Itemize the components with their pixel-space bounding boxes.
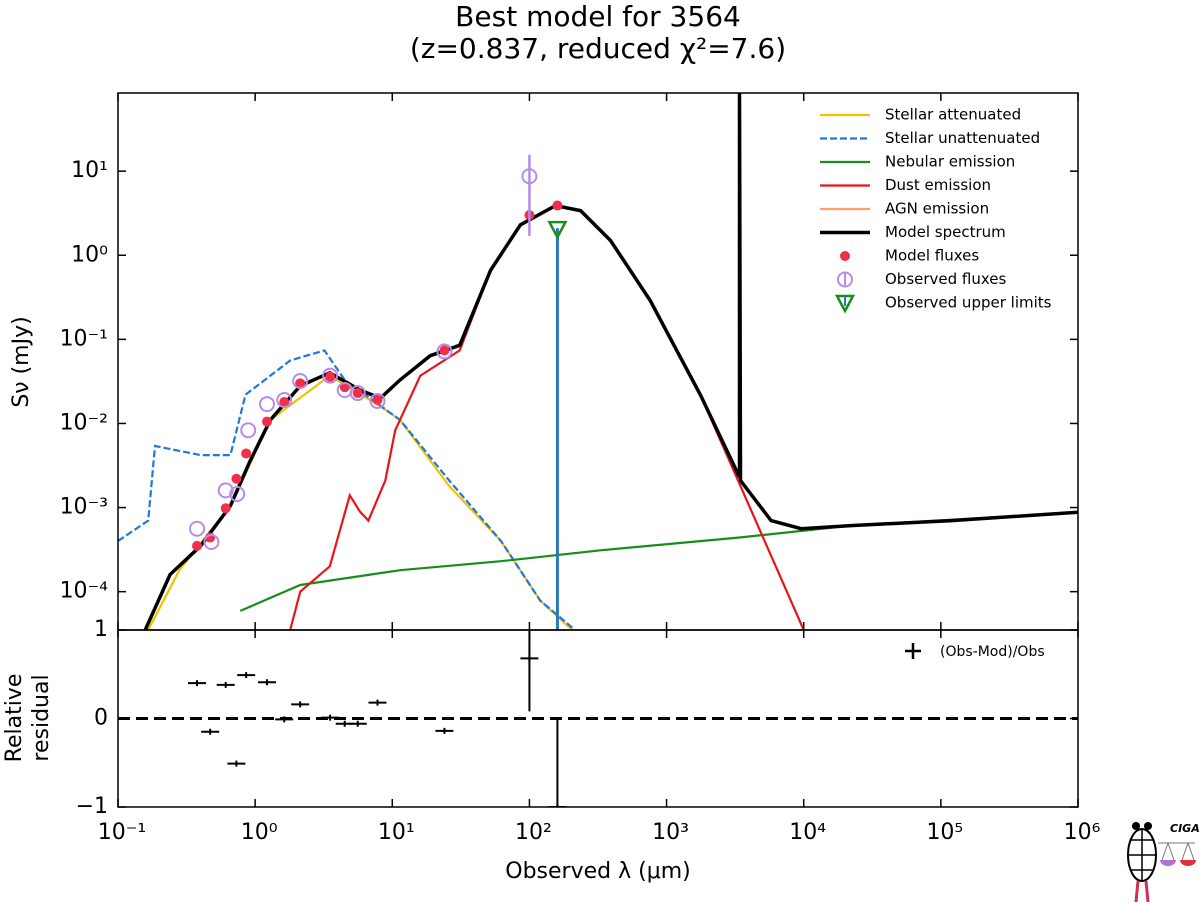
logo-text: CIGALE: [1170, 822, 1200, 835]
legend-label: Stellar unattenuated: [885, 129, 1040, 147]
y-axis-label: residual: [29, 674, 54, 761]
legend-label: (Obs-Mod)/Obs: [940, 644, 1045, 660]
series-line: [143, 93, 1078, 630]
upper-limit: [547, 220, 568, 240]
x-tick-label: 10⁵: [926, 820, 963, 845]
residual-point: [201, 728, 220, 735]
residual-point: [348, 720, 367, 727]
residual-point: [520, 655, 539, 662]
y-axis-label: Relative: [2, 674, 27, 763]
residual-point: [188, 680, 207, 687]
y-tick-label: 10⁻³: [60, 495, 108, 520]
x-tick-label: 10³: [652, 820, 689, 845]
residual-point: [257, 679, 276, 686]
observed-flux: [292, 372, 309, 389]
legend-marker: [840, 251, 850, 261]
y-tick-label: 1: [94, 617, 108, 642]
model-flux: [439, 345, 450, 356]
x-tick-label: 10⁻¹: [98, 820, 146, 845]
residual-point: [216, 681, 235, 688]
observed-flux: [258, 396, 275, 413]
plot-area: [118, 630, 1078, 807]
observed-flux: [217, 482, 234, 499]
observed-flux: [240, 422, 257, 439]
y-axis-label: Sν (mJy): [9, 316, 34, 407]
legend-marker: [905, 643, 921, 659]
y-tick-label: 0: [94, 706, 108, 731]
series-line: [147, 374, 573, 630]
residual-point: [435, 727, 454, 734]
plot-layer: 10¹ 10⁰ 10⁻¹ 10⁻² 10⁻³ 10⁻⁴ Sν (mJy) Stellar at…: [2, 92, 1101, 884]
observed-flux: [203, 533, 220, 550]
logo: CIGALE: [1127, 822, 1200, 903]
residual-point: [275, 716, 294, 723]
legend-label: Dust emission: [885, 176, 991, 194]
series-line: [289, 204, 805, 630]
model-flux: [352, 388, 363, 399]
observed-flux: [436, 343, 453, 360]
y-tick-label: 10⁻¹: [60, 326, 108, 351]
observed-flux: [521, 168, 538, 185]
legend-label: Stellar attenuated: [885, 106, 1021, 124]
observed-flux: [276, 392, 293, 409]
residual-point: [321, 714, 340, 721]
y-tick-label: 10¹: [71, 158, 108, 183]
legend-label: AGN emission: [885, 200, 989, 218]
observed-flux: [349, 385, 366, 402]
residual-point: [227, 760, 246, 767]
residual-point: [237, 672, 256, 679]
x-tick-label: 10⁶: [1064, 820, 1101, 845]
model-flux: [339, 382, 350, 393]
residual-point: [368, 699, 387, 706]
model-flux: [279, 396, 290, 407]
x-tick-label: 10²: [515, 820, 552, 845]
title: Best model for 3564: [455, 0, 741, 33]
observed-flux: [229, 485, 246, 502]
series-line: [239, 511, 1078, 612]
residual-point: [548, 804, 567, 807]
x-axis-label: Observed λ (μm): [505, 859, 690, 884]
residual-point: [291, 701, 310, 708]
series-line: [118, 349, 576, 630]
model-flux: [220, 503, 231, 514]
observed-flux: [189, 520, 206, 537]
model-flux: [552, 200, 563, 211]
legend-label: Nebular emission: [885, 153, 1015, 171]
legend-label: Model spectrum: [885, 223, 1006, 241]
legend-label: Observed upper limits: [885, 294, 1052, 312]
x-tick-label: 10⁴: [789, 820, 826, 845]
model-flux: [372, 395, 383, 406]
model-flux: [325, 371, 336, 382]
legend-marker: [837, 271, 853, 288]
y-tick-label: 10⁻²: [60, 410, 108, 435]
axes-frame: [117, 92, 1079, 631]
y-tick-label: 10⁻⁴: [60, 579, 109, 604]
y-tick-label: −1: [76, 794, 108, 819]
model-flux: [231, 473, 242, 484]
observed-flux: [322, 367, 339, 384]
subtitle: (z=0.837, reduced χ²=7.6): [410, 32, 786, 65]
legend-label: Observed fluxes: [885, 270, 1007, 288]
observed-flux: [369, 392, 386, 409]
model-flux: [261, 416, 272, 427]
model-flux: [192, 540, 203, 551]
x-tick-label: 10¹: [378, 820, 415, 845]
y-tick-label: 10⁰: [71, 242, 108, 267]
model-flux: [241, 448, 252, 459]
plot-area: [118, 93, 1078, 630]
legend-label: Model fluxes: [885, 247, 979, 265]
x-tick-label: 10⁰: [241, 820, 278, 845]
model-flux: [295, 378, 306, 389]
